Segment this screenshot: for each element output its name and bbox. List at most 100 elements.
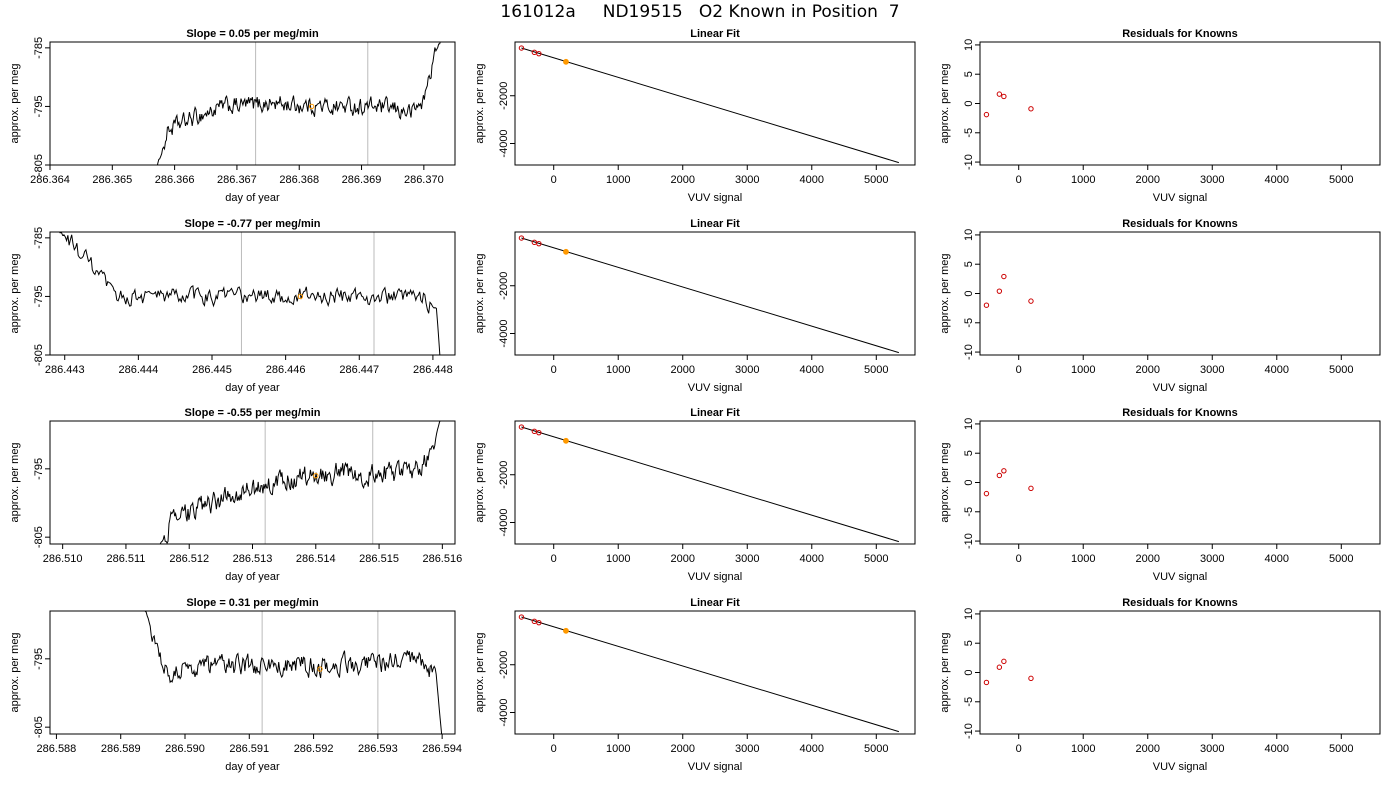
panel-residuals-row2: Residuals for Knowns 0 1000 2000 3000 4000 500… — [939, 218, 1381, 394]
residual-point — [1028, 675, 1034, 682]
plot-area — [144, 611, 443, 734]
residual-point — [1001, 93, 1007, 100]
x-tick-label: 2000 — [670, 743, 694, 755]
x-tick-label: 3000 — [735, 174, 759, 186]
panel-title: Slope = 0.05 per meg/min — [186, 28, 319, 40]
x-tick-label: 0 — [1016, 364, 1022, 376]
y-tick-label: -4000 — [498, 319, 510, 347]
panel-residuals-row1: Residuals for Knowns 0 1000 2000 3000 4000 500… — [939, 28, 1381, 204]
x-tick-label: 3000 — [735, 364, 759, 376]
x-tick-label: 286.368 — [279, 174, 319, 186]
x-tick-label: 286.370 — [404, 174, 444, 186]
y-tick-label: 10 — [963, 39, 975, 51]
fit-line — [521, 426, 900, 543]
residual-point — [996, 91, 1003, 97]
residual-point — [983, 679, 990, 686]
x-tick-label: 3000 — [1200, 553, 1224, 565]
panel-fit-row2: Linear Fit 0 1000 2000 3000 4000 5000 -4000 -200… — [474, 218, 916, 394]
y-tick-label: -4000 — [498, 698, 510, 726]
y-axis-label: approx. per meg — [9, 442, 21, 522]
y-axis-label: approx. per meg — [9, 63, 21, 143]
sample-point — [563, 437, 569, 444]
y-tick-label: -805 — [33, 716, 45, 738]
series-line — [144, 611, 443, 734]
x-tick-label: 2000 — [1135, 743, 1159, 755]
plot-frame — [514, 420, 916, 545]
x-axis-label: VUV signal — [688, 571, 742, 583]
sample-point — [563, 627, 569, 634]
y-tick-label: -795 — [33, 648, 45, 670]
x-tick-label: 5000 — [864, 553, 888, 565]
residual-point — [983, 111, 990, 118]
x-axis-label: VUV signal — [688, 192, 742, 204]
x-tick-label: 2000 — [1135, 364, 1159, 376]
panel-title: Residuals for Knowns — [1122, 218, 1238, 230]
residual-point — [996, 288, 1003, 294]
fit-line — [521, 616, 900, 733]
x-tick-label: 0 — [1016, 553, 1022, 565]
x-tick-label: 286.589 — [101, 743, 141, 755]
known-point — [518, 614, 525, 620]
x-tick-label: 286.369 — [342, 174, 382, 186]
x-tick-label: 0 — [551, 174, 557, 186]
panel-title: Slope = 0.31 per meg/min — [186, 597, 319, 609]
x-tick-label: 5000 — [864, 174, 888, 186]
sample-point — [563, 248, 569, 255]
y-tick-label: -785 — [33, 37, 45, 59]
plot-area — [983, 273, 1034, 308]
known-point — [536, 240, 542, 247]
panel-title: Residuals for Knowns — [1122, 28, 1238, 40]
x-axis-label: day of year — [225, 382, 280, 394]
x-tick-label: 1000 — [606, 364, 630, 376]
y-tick-label: -805 — [33, 154, 45, 176]
y-tick-label: -795 — [33, 95, 45, 117]
x-tick-label: 2000 — [1135, 174, 1159, 186]
y-tick-label: -2000 — [498, 82, 510, 110]
x-tick-label: 286.516 — [422, 553, 462, 565]
panel-residuals-row3: Residuals for Knowns 0 1000 2000 3000 4000 500… — [939, 407, 1381, 583]
x-tick-label: 5000 — [1329, 364, 1353, 376]
x-tick-label: 286.443 — [45, 364, 85, 376]
y-tick-label: 0 — [963, 100, 975, 106]
panel-fit-row4: Linear Fit 0 1000 2000 3000 4000 5000 -4000 -200… — [474, 597, 916, 773]
y-tick-label: -2000 — [498, 651, 510, 679]
panel-timeseries-row1: Slope = 0.05 per meg/min 286.364 286.365 28… — [9, 28, 456, 204]
plot-frame — [979, 610, 1381, 735]
x-tick-label: 5000 — [864, 364, 888, 376]
panel-timeseries-row2: Slope = -0.77 per meg/min 286.443 286.444 2… — [9, 218, 456, 394]
y-tick-label: -4000 — [498, 508, 510, 536]
y-axis-label: approx. per meg — [474, 632, 486, 712]
x-tick-label: 286.446 — [266, 364, 306, 376]
residual-point — [1028, 485, 1034, 492]
x-tick-label: 0 — [1016, 174, 1022, 186]
x-tick-label: 1000 — [606, 174, 630, 186]
x-tick-label: 286.448 — [413, 364, 453, 376]
x-tick-label: 286.594 — [422, 743, 462, 755]
y-tick-label: -795 — [33, 458, 45, 480]
x-tick-label: 1000 — [1071, 364, 1095, 376]
panel-title: Linear Fit — [690, 218, 740, 230]
sample-point — [563, 58, 569, 65]
y-axis-label: approx. per meg — [474, 253, 486, 333]
x-tick-label: 5000 — [1329, 743, 1353, 755]
x-tick-label: 286.590 — [165, 743, 205, 755]
panel-title: Slope = -0.55 per meg/min — [184, 407, 320, 419]
x-tick-label: 286.514 — [296, 553, 336, 565]
y-tick-label: -10 — [963, 723, 975, 739]
x-tick-label: 4000 — [1265, 743, 1289, 755]
plot-frame — [979, 231, 1381, 356]
y-tick-label: -10 — [963, 154, 975, 170]
x-tick-label: 286.515 — [359, 553, 399, 565]
x-tick-label: 286.588 — [37, 743, 77, 755]
x-tick-label: 5000 — [1329, 174, 1353, 186]
residual-point — [1028, 298, 1034, 304]
sample-marker — [308, 103, 315, 110]
known-point — [518, 235, 525, 241]
y-tick-label: -785 — [33, 227, 45, 249]
known-point — [536, 619, 542, 626]
panel-fit-row3: Linear Fit 0 1000 2000 3000 4000 5000 -4000 -200… — [474, 407, 916, 583]
figure-title: 161012a ND19515 O2 Known in Position 7 — [500, 2, 900, 22]
y-tick-label: 5 — [963, 71, 975, 77]
plot-frame — [514, 610, 916, 735]
